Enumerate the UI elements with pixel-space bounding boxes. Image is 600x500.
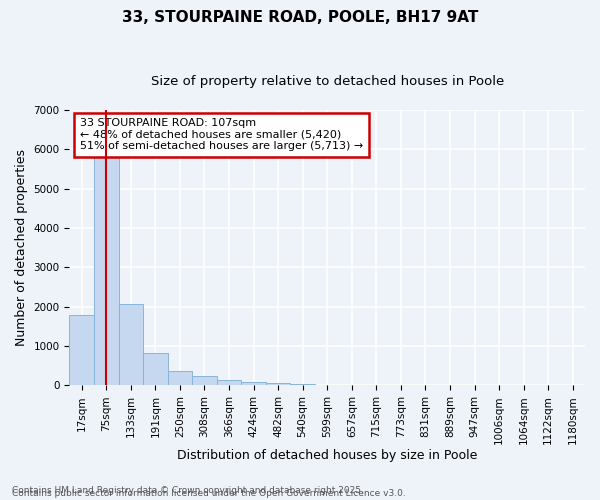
Bar: [192, 376, 217, 386]
Text: 33, STOURPAINE ROAD, POOLE, BH17 9AT: 33, STOURPAINE ROAD, POOLE, BH17 9AT: [122, 10, 478, 25]
Bar: [290, 384, 315, 386]
Bar: [167, 371, 192, 386]
Bar: [143, 353, 167, 386]
Bar: [266, 382, 290, 386]
Text: 33 STOURPAINE ROAD: 107sqm
← 48% of detached houses are smaller (5,420)
51% of s: 33 STOURPAINE ROAD: 107sqm ← 48% of deta…: [80, 118, 363, 152]
Y-axis label: Number of detached properties: Number of detached properties: [15, 149, 28, 346]
Title: Size of property relative to detached houses in Poole: Size of property relative to detached ho…: [151, 75, 504, 88]
X-axis label: Distribution of detached houses by size in Poole: Distribution of detached houses by size …: [177, 450, 478, 462]
Bar: [217, 380, 241, 386]
Text: Contains HM Land Registry data © Crown copyright and database right 2025.: Contains HM Land Registry data © Crown c…: [12, 486, 364, 495]
Bar: [241, 382, 266, 386]
Bar: [70, 315, 94, 386]
Text: Contains public sector information licensed under the Open Government Licence v3: Contains public sector information licen…: [12, 488, 406, 498]
Bar: [119, 304, 143, 386]
Bar: [94, 156, 119, 386]
